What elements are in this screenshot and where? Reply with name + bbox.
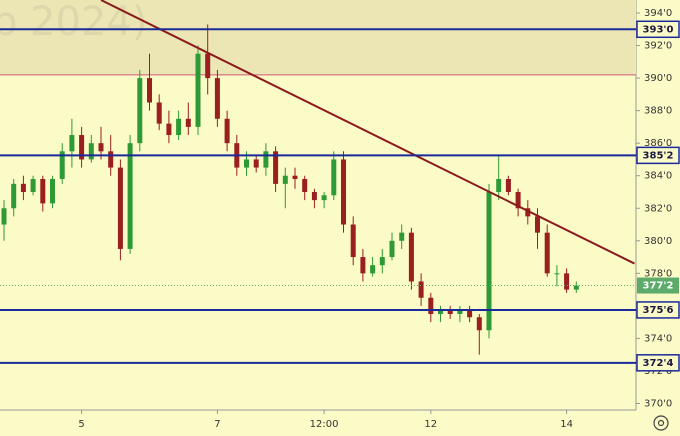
candle-body	[176, 118, 182, 136]
candle-body	[282, 175, 288, 184]
y-tick-label: 390'0	[644, 73, 672, 84]
candle-body	[447, 309, 453, 315]
level-box	[636, 301, 680, 319]
x-tick-label: 12	[424, 419, 437, 430]
y-tick-label: 388'0	[644, 106, 672, 117]
level-label: 393'0	[643, 24, 674, 35]
candle-body	[205, 53, 211, 79]
current-price-box	[637, 277, 679, 294]
trendline	[100, 0, 635, 265]
candle-body	[292, 175, 298, 179]
settings-icon-center[interactable]	[657, 419, 665, 427]
candle-body	[127, 143, 133, 249]
y-tick-label: 392'0	[644, 41, 672, 52]
candle-body	[88, 143, 94, 160]
candle-body	[263, 151, 269, 168]
candle-body	[253, 159, 259, 168]
candle-body	[360, 257, 366, 274]
candle-body	[496, 178, 502, 192]
level-label: 385'2	[643, 150, 674, 161]
level-box	[636, 354, 680, 372]
candle-body	[389, 240, 395, 258]
candle-body	[59, 151, 65, 179]
candle-body	[108, 151, 114, 168]
candle-body	[535, 216, 540, 233]
candle-body	[195, 53, 201, 127]
candle-body	[98, 143, 104, 152]
candle-body	[544, 232, 550, 274]
y-tick-label: 374'0	[644, 333, 672, 344]
candle-body	[525, 208, 531, 217]
candle-body	[79, 135, 85, 160]
candle-body	[224, 118, 230, 144]
candle-body	[166, 123, 172, 136]
level-box	[636, 20, 680, 39]
candle-body	[50, 178, 55, 204]
candle-body	[331, 159, 337, 196]
candle-body	[438, 309, 443, 315]
candle-body	[564, 273, 570, 290]
y-tick-label: 394'0	[644, 8, 672, 19]
watermark: p 2024)	[0, 0, 148, 45]
candle-body	[30, 178, 36, 192]
y-tick-label: 378'0	[644, 268, 672, 279]
candle-body	[69, 135, 75, 152]
settings-icon[interactable]	[653, 415, 669, 431]
candle-body	[515, 191, 521, 209]
candle-body	[408, 232, 414, 282]
candle-body	[341, 159, 346, 225]
zone	[0, 0, 636, 75]
candle-body	[117, 167, 123, 249]
candle-body	[457, 309, 463, 315]
y-tick-label: 386'0	[644, 138, 672, 149]
candle-body	[418, 281, 424, 298]
candle-body	[137, 78, 143, 144]
candle-body	[156, 102, 162, 124]
candle-body	[321, 195, 327, 201]
y-tick-label: 380'0	[644, 236, 672, 247]
y-tick-label: 384'0	[644, 171, 672, 182]
candle-body	[147, 78, 152, 103]
candle-body	[273, 151, 279, 184]
level-box	[636, 146, 680, 165]
candle-body	[486, 191, 492, 331]
candle-body	[11, 183, 17, 209]
level-label: 372'4	[643, 358, 674, 369]
candle-body	[40, 178, 46, 204]
y-tick-label: 382'0	[644, 203, 672, 214]
candle-body	[467, 309, 473, 318]
candle-body	[379, 257, 385, 266]
candle-body	[244, 159, 249, 168]
x-tick-label: 12:00	[310, 419, 339, 430]
candle-body	[1, 208, 7, 225]
candle-body	[370, 265, 376, 274]
candle-body	[185, 118, 191, 127]
candle-body	[428, 297, 434, 315]
candle-body	[399, 232, 405, 241]
candle-body	[505, 178, 511, 192]
candle-body	[302, 178, 308, 192]
candle-body	[214, 78, 220, 119]
level-label: 375'6	[643, 305, 674, 316]
x-tick-label: 5	[78, 419, 84, 430]
candle-body	[476, 317, 482, 331]
current-price-label: 377'2	[643, 281, 674, 292]
candle-body	[350, 224, 356, 258]
candle-body	[554, 273, 560, 275]
candle-body	[573, 285, 579, 290]
x-tick-label: 14	[560, 419, 573, 430]
settings-button[interactable]	[653, 415, 669, 431]
candle-body	[311, 191, 317, 201]
candle-body	[20, 183, 26, 192]
y-tick-label: 370'0	[644, 398, 672, 409]
x-tick-label: 7	[214, 419, 220, 430]
